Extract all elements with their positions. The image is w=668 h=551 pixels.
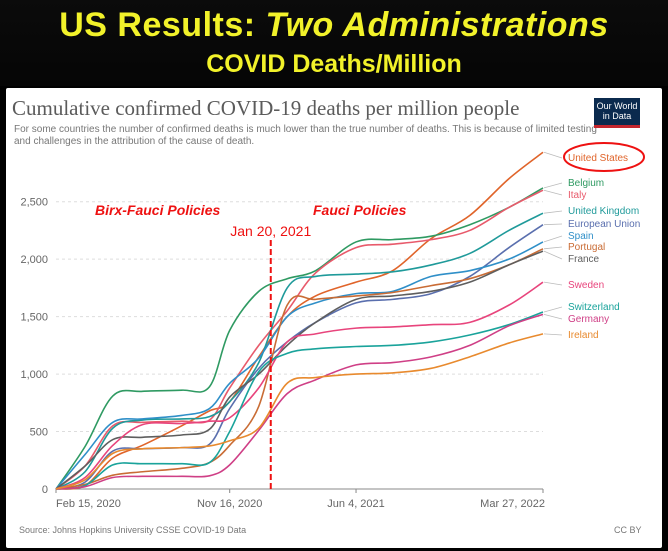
series-label-connector bbox=[543, 235, 563, 243]
series-label-connector bbox=[543, 246, 563, 250]
logo-line2: in Data bbox=[602, 111, 632, 121]
series-label: European Union bbox=[568, 219, 640, 230]
series-label: Portugal bbox=[568, 242, 605, 253]
series-line-spain bbox=[55, 241, 544, 490]
series-line-sweden bbox=[55, 281, 544, 490]
series-label-connector bbox=[543, 223, 563, 226]
highlight-ellipse bbox=[563, 142, 645, 172]
title-banner: US Results: Two Administrations COVID De… bbox=[0, 0, 668, 86]
owid-logo[interactable]: Our World in Data bbox=[594, 98, 640, 128]
x-tick-label: Feb 15, 2020 bbox=[56, 498, 121, 510]
banner-subtitle: COVID Deaths/Million bbox=[206, 50, 462, 78]
series-label-connector bbox=[543, 210, 563, 214]
series-label-connector bbox=[543, 250, 563, 260]
x-tick-label: Jun 4, 2021 bbox=[327, 498, 385, 510]
series-label: Belgium bbox=[568, 178, 604, 189]
divider-label: Jan 20, 2021 bbox=[230, 223, 311, 239]
series-label-connector bbox=[543, 182, 563, 189]
series-label-connector bbox=[543, 151, 563, 159]
series-line-belgium bbox=[55, 187, 544, 490]
y-tick-label: 2,000 bbox=[20, 254, 48, 266]
y-tick-label: 1,500 bbox=[20, 312, 48, 324]
series-label-connector bbox=[543, 189, 563, 196]
period-label-left: Birx-Fauci Policies bbox=[95, 202, 220, 218]
series-label: Ireland bbox=[568, 330, 599, 341]
logo-line1: Our World bbox=[596, 101, 638, 111]
series-line-ireland bbox=[55, 333, 544, 490]
series-label: Spain bbox=[568, 231, 594, 242]
chart-title: Cumulative confirmed COVID-19 deaths per… bbox=[12, 96, 520, 120]
y-tick-label: 500 bbox=[30, 427, 48, 439]
x-tick-label: Mar 27, 2022 bbox=[480, 498, 545, 510]
chart-subtitle: For some countries the number of confirm… bbox=[14, 124, 597, 147]
series-label: Germany bbox=[568, 314, 609, 325]
series-label: Italy bbox=[568, 190, 586, 201]
series-label: France bbox=[568, 254, 600, 265]
period-label-right: Fauci Policies bbox=[313, 202, 407, 218]
series-line-united-kingdom bbox=[55, 212, 544, 490]
series-label-connector bbox=[543, 281, 563, 286]
series-line-switzerland bbox=[55, 311, 544, 490]
source-note: Source: Johns Hopkins University CSSE CO… bbox=[19, 525, 247, 535]
series-label-connector bbox=[543, 333, 563, 336]
y-tick-label: 2,500 bbox=[20, 197, 48, 209]
y-tick-label: 0 bbox=[42, 484, 48, 496]
series-line-portugal bbox=[55, 248, 544, 490]
banner-title: US Results: Two Administrations bbox=[59, 6, 609, 44]
series-label: Switzerland bbox=[568, 302, 620, 313]
series-line-germany bbox=[55, 313, 544, 490]
series-label-connector bbox=[543, 306, 563, 313]
series-label-connector bbox=[543, 313, 563, 320]
series-line-france bbox=[55, 250, 544, 490]
y-tick-label: 1,000 bbox=[20, 369, 48, 381]
x-tick-label: Nov 16, 2020 bbox=[197, 498, 262, 510]
series-label: United Kingdom bbox=[568, 206, 639, 217]
series-label: Sweden bbox=[568, 280, 604, 291]
license-label: CC BY bbox=[614, 525, 642, 535]
chart-panel bbox=[6, 88, 662, 548]
series-label: United States bbox=[568, 153, 628, 164]
